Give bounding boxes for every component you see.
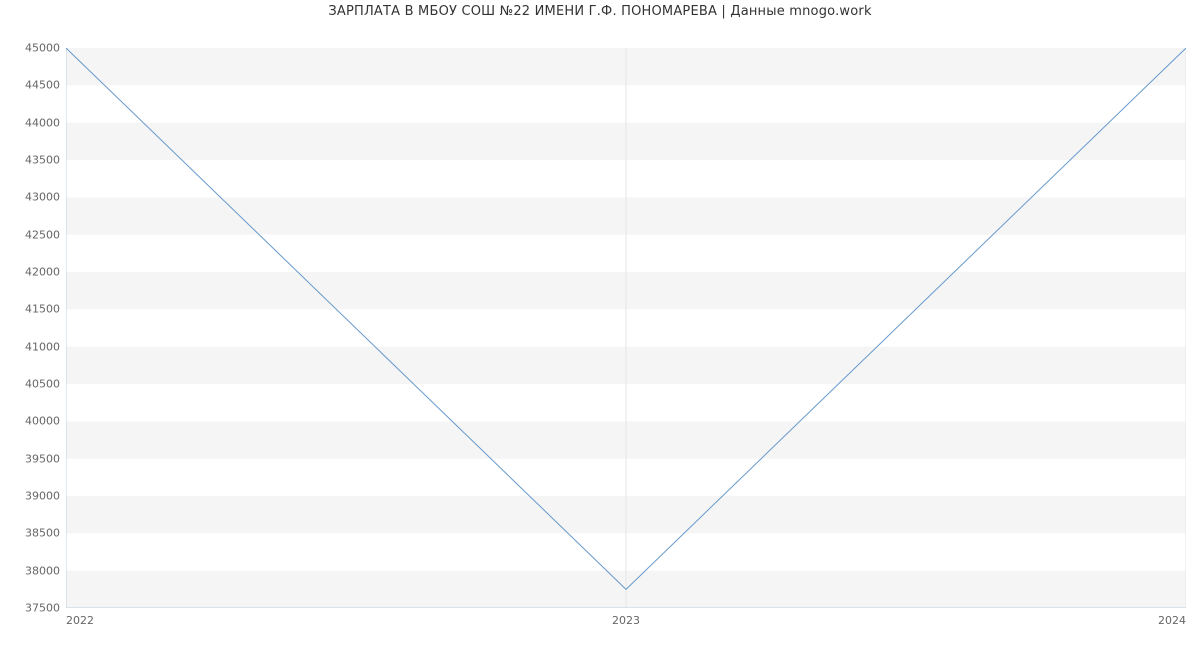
y-tick-label: 39000 (25, 490, 66, 503)
y-tick-label: 38000 (25, 564, 66, 577)
chart-title: ЗАРПЛАТА В МБОУ СОШ №22 ИМЕНИ Г.Ф. ПОНОМ… (0, 4, 1200, 19)
y-tick-label: 43500 (25, 154, 66, 167)
y-tick-label: 42500 (25, 228, 66, 241)
y-tick-label: 40000 (25, 415, 66, 428)
y-tick-label: 44500 (25, 79, 66, 92)
y-tick-label: 45000 (25, 42, 66, 55)
chart-svg (66, 48, 1186, 608)
y-tick-label: 41500 (25, 303, 66, 316)
plot-area: 3750038000385003900039500400004050041000… (66, 48, 1186, 608)
y-tick-label: 41000 (25, 340, 66, 353)
y-tick-label: 38500 (25, 527, 66, 540)
x-tick-label: 2023 (612, 608, 640, 627)
y-tick-label: 40500 (25, 378, 66, 391)
y-tick-label: 39500 (25, 452, 66, 465)
x-tick-label: 2022 (66, 608, 94, 627)
salary-line-chart: ЗАРПЛАТА В МБОУ СОШ №22 ИМЕНИ Г.Ф. ПОНОМ… (0, 0, 1200, 650)
y-tick-label: 43000 (25, 191, 66, 204)
y-tick-label: 44000 (25, 116, 66, 129)
y-tick-label: 37500 (25, 602, 66, 615)
x-tick-label: 2024 (1158, 608, 1186, 627)
y-tick-label: 42000 (25, 266, 66, 279)
